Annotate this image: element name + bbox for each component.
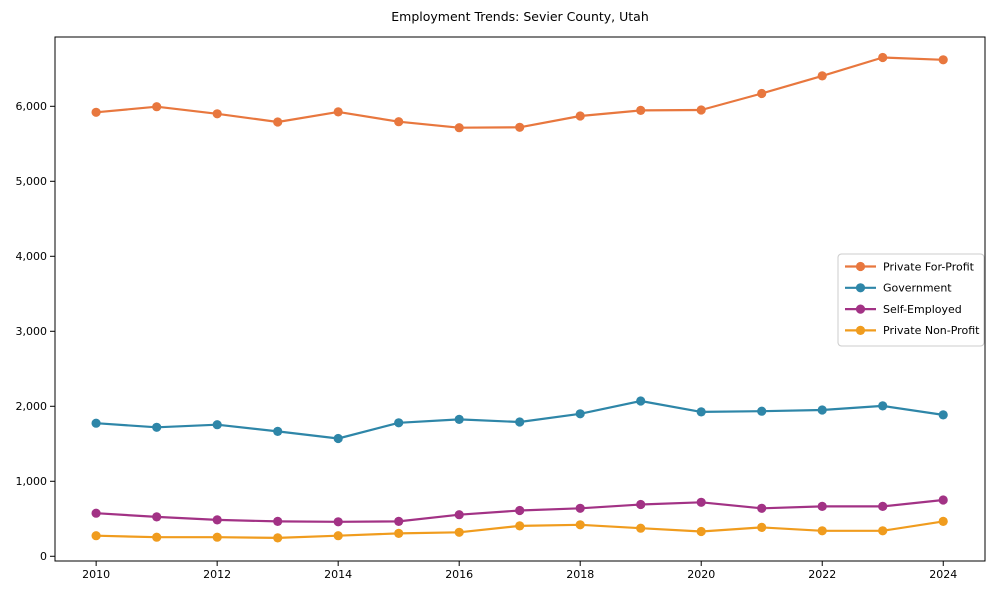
- chart-title: Employment Trends: Sevier County, Utah: [391, 9, 649, 24]
- y-tick-label: 2,000: [16, 400, 48, 413]
- series-line: [94, 56, 945, 129]
- y-tick-label: 3,000: [16, 325, 48, 338]
- data-point-marker: [938, 410, 948, 420]
- legend: Private For-Profit Government Self-Employe…: [837, 253, 985, 347]
- data-point-marker: [817, 71, 827, 81]
- data-point-marker: [333, 433, 343, 444]
- data-point-marker: [696, 526, 706, 537]
- x-tick-label: 2014: [324, 568, 352, 581]
- data-point-marker: [575, 520, 585, 530]
- data-point-marker: [817, 501, 827, 511]
- series-government: [91, 396, 948, 444]
- series-private-for-profit: [91, 52, 948, 133]
- data-point-marker: [757, 522, 767, 533]
- data-point-marker: [878, 401, 888, 411]
- data-point-marker: [515, 505, 525, 516]
- y-tick-label: 6,000: [16, 100, 48, 113]
- data-point-marker: [394, 418, 404, 428]
- data-point-marker: [333, 517, 343, 527]
- legend-marker: [855, 283, 866, 293]
- y-tick-label: 5,000: [16, 175, 48, 188]
- data-point-marker: [152, 512, 162, 522]
- data-point-marker: [152, 102, 162, 112]
- legend-marker: [855, 261, 866, 272]
- data-point-marker: [454, 510, 464, 520]
- data-point-marker: [273, 426, 283, 436]
- series-private-non-profit: [91, 516, 948, 543]
- data-point-marker: [938, 495, 948, 505]
- data-point-marker: [878, 501, 888, 511]
- data-point-marker: [212, 420, 222, 430]
- data-point-marker: [696, 497, 706, 507]
- data-point-marker: [636, 523, 646, 533]
- data-point-marker: [394, 516, 404, 527]
- legend-label: Private For-Profit: [883, 260, 975, 273]
- data-point-marker: [757, 503, 767, 513]
- plot-border: [54, 36, 986, 562]
- data-point-marker: [696, 407, 706, 417]
- legend-entry-self-employed: Self-Employed: [845, 303, 962, 316]
- legend-box: [837, 253, 985, 347]
- data-point-marker: [273, 117, 283, 127]
- data-point-marker: [152, 532, 162, 542]
- legend-marker: [855, 304, 866, 314]
- data-point-marker: [878, 526, 888, 536]
- data-point-marker: [394, 117, 404, 127]
- data-point-marker: [757, 88, 767, 99]
- data-point-marker: [152, 422, 162, 432]
- data-point-marker: [515, 417, 525, 427]
- data-point-marker: [575, 503, 585, 513]
- x-tick-label: 2022: [808, 568, 836, 581]
- legend-label: Self-Employed: [883, 303, 962, 316]
- x-tick-label: 2010: [82, 568, 110, 581]
- data-point-marker: [91, 531, 101, 541]
- data-point-marker: [817, 405, 827, 415]
- x-tick-label: 2024: [929, 568, 957, 581]
- data-point-marker: [878, 52, 888, 63]
- data-point-marker: [212, 515, 222, 525]
- data-point-marker: [454, 123, 464, 133]
- data-point-marker: [575, 409, 585, 419]
- legend-label: Government: [883, 282, 952, 295]
- data-point-marker: [333, 531, 343, 541]
- data-point-marker: [515, 122, 525, 132]
- x-tick-label: 2012: [203, 568, 231, 581]
- data-point-marker: [91, 107, 101, 117]
- data-point-marker: [938, 55, 948, 65]
- legend-entry-private-non-profit: Private Non-Profit: [845, 324, 980, 337]
- data-point-marker: [212, 532, 222, 542]
- x-tick-label: 2018: [566, 568, 594, 581]
- legend-entry-government: Government: [845, 282, 952, 295]
- data-point-marker: [212, 109, 222, 119]
- legend-marker: [855, 325, 866, 335]
- y-tick-label: 4,000: [16, 250, 48, 263]
- data-point-marker: [575, 111, 585, 121]
- y-tick-label: 1,000: [16, 475, 48, 488]
- data-point-marker: [273, 533, 283, 543]
- data-point-marker: [757, 406, 767, 416]
- data-point-marker: [696, 105, 706, 115]
- y-tick-label: 0: [40, 550, 47, 563]
- data-point-marker: [636, 499, 646, 510]
- data-point-marker: [394, 528, 404, 539]
- data-point-marker: [454, 414, 464, 424]
- data-point-marker: [273, 516, 283, 527]
- data-point-marker: [515, 521, 525, 531]
- data-point-marker: [938, 516, 948, 527]
- data-point-marker: [817, 526, 827, 536]
- data-point-marker: [454, 527, 464, 537]
- data-point-marker: [636, 396, 646, 406]
- series-self-employed: [91, 495, 948, 527]
- data-point-marker: [333, 107, 343, 117]
- data-point-marker: [636, 105, 646, 115]
- data-point-marker: [91, 418, 101, 428]
- legend-entry-private-for-profit: Private For-Profit: [845, 260, 975, 273]
- x-tick-label: 2020: [687, 568, 715, 581]
- data-point-marker: [91, 508, 101, 518]
- legend-label: Private Non-Profit: [883, 324, 980, 337]
- x-tick-label: 2016: [445, 568, 473, 581]
